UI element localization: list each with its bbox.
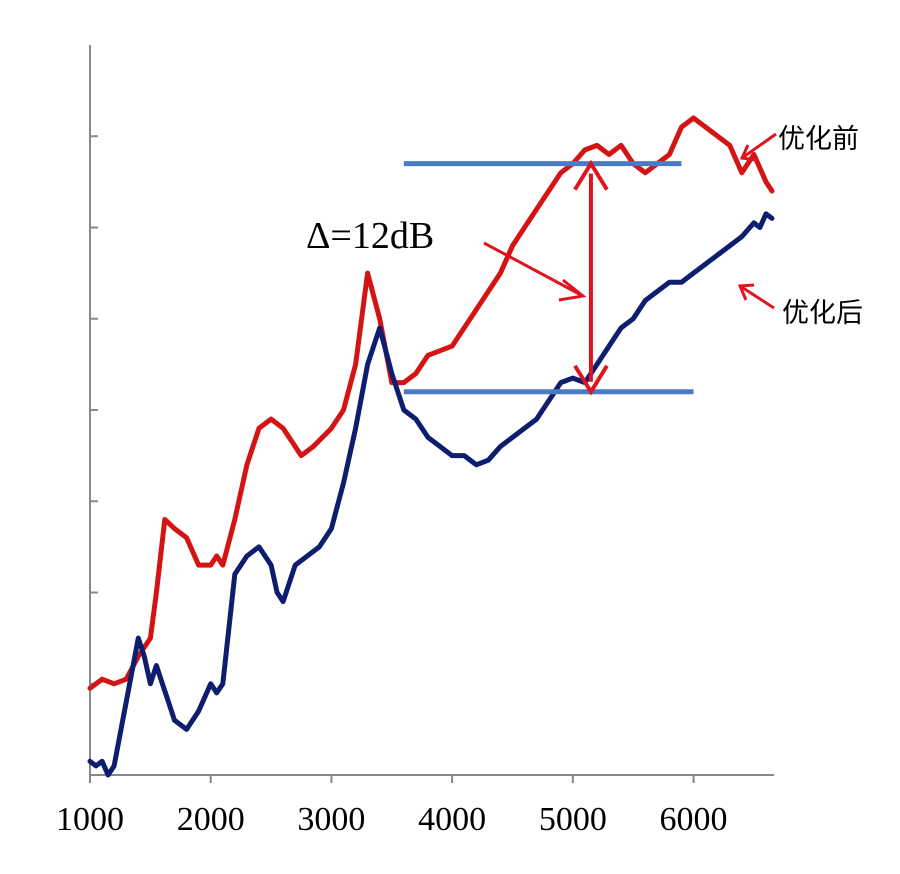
label-after-arrowhead [737, 283, 755, 301]
x-tick-label: 5000 [539, 801, 607, 838]
label-after: 优化后 [782, 298, 863, 329]
series-line-after [87, 211, 775, 778]
delta-label: Δ=12dB [306, 215, 434, 257]
delta-arrow-head-top [573, 159, 609, 191]
x-tick-label: 2000 [177, 801, 245, 838]
label-after-arrow [739, 284, 775, 310]
label-before: 优化前 [778, 124, 859, 155]
label-before-arrowhead [739, 144, 757, 162]
series-line-before [87, 115, 775, 691]
x-tick-label: 6000 [660, 801, 728, 838]
delta-leader-line [483, 241, 584, 298]
x-tick-label: 1000 [56, 801, 124, 838]
tick-labels: 1000 2000 3000 4000 5000 6000 [56, 801, 728, 838]
x-tick-label: 4000 [418, 801, 486, 838]
delta-arrow-head-bottom [573, 364, 609, 396]
label-before-arrow [741, 132, 777, 160]
delta-leader-arrowhead [558, 278, 587, 302]
axes [89, 45, 774, 783]
x-tick-label: 3000 [297, 801, 365, 838]
reference-lines [403, 161, 694, 395]
